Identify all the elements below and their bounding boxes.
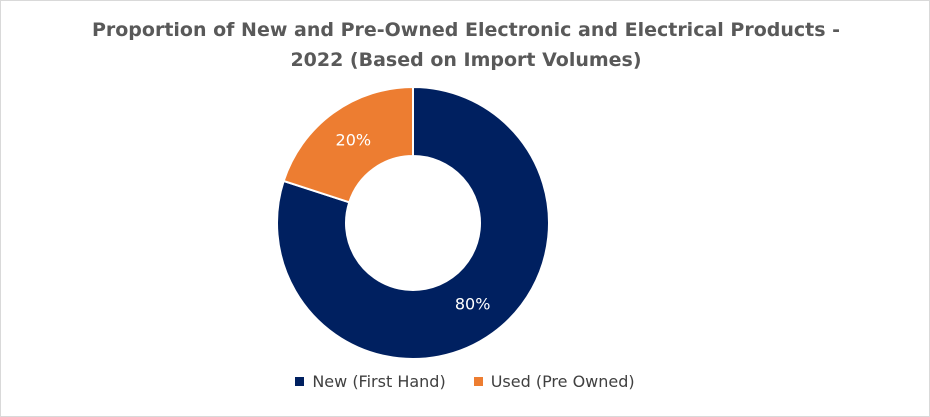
legend-label: New (First Hand) bbox=[312, 372, 446, 391]
data-label: 80% bbox=[455, 295, 491, 314]
legend-swatch bbox=[295, 377, 305, 386]
legend-swatch bbox=[473, 377, 483, 386]
legend: New (First Hand) Used (Pre Owned) bbox=[1, 372, 929, 391]
donut-slice bbox=[276, 85, 550, 360]
legend-item: Used (Pre Owned) bbox=[473, 372, 635, 391]
chart-title: Proportion of New and Pre-Owned Electron… bbox=[91, 19, 841, 71]
donut-slice bbox=[282, 85, 414, 204]
legend-label: Used (Pre Owned) bbox=[490, 372, 635, 391]
data-label: 20% bbox=[336, 130, 372, 149]
legend-item: New (First Hand) bbox=[295, 372, 446, 391]
